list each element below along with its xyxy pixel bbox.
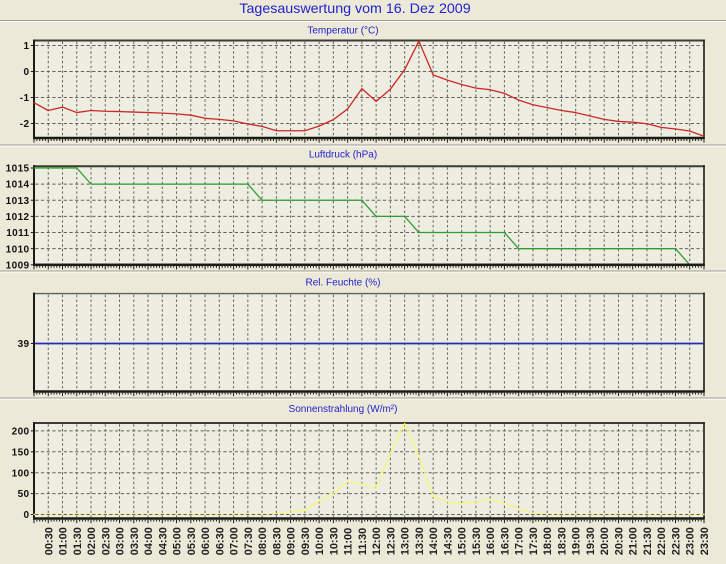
svg-text:11:30: 11:30 <box>357 528 369 556</box>
svg-text:Luftdruck (hPa): Luftdruck (hPa) <box>309 150 377 161</box>
svg-text:Rel. Feuchte (%): Rel. Feuchte (%) <box>305 278 380 289</box>
svg-text:20:00: 20:00 <box>599 527 611 555</box>
svg-text:20:30: 20:30 <box>613 527 625 555</box>
svg-text:Temperatur (°C): Temperatur (°C) <box>307 26 378 37</box>
svg-text:01:30: 01:30 <box>72 527 84 555</box>
svg-text:06:00: 06:00 <box>200 527 212 555</box>
svg-text:12:30: 12:30 <box>385 527 397 555</box>
svg-text:13:30: 13:30 <box>414 527 426 555</box>
svg-text:19:00: 19:00 <box>571 527 583 555</box>
svg-text:1011: 1011 <box>6 228 29 239</box>
svg-text:1015: 1015 <box>6 164 30 175</box>
svg-text:08:30: 08:30 <box>271 527 283 555</box>
svg-text:09:00: 09:00 <box>286 527 298 555</box>
svg-text:02:30: 02:30 <box>100 527 112 555</box>
svg-text:39: 39 <box>18 339 30 350</box>
svg-text:150: 150 <box>12 447 30 458</box>
svg-text:0: 0 <box>24 67 30 78</box>
svg-text:05:00: 05:00 <box>172 527 184 555</box>
svg-text:11:00: 11:00 <box>343 528 355 556</box>
svg-text:200: 200 <box>12 427 30 438</box>
svg-text:18:30: 18:30 <box>556 527 568 555</box>
svg-text:14:30: 14:30 <box>442 527 454 555</box>
svg-text:0: 0 <box>24 510 30 521</box>
svg-text:23:30: 23:30 <box>699 527 711 555</box>
svg-text:03:00: 03:00 <box>115 527 127 555</box>
svg-text:17:30: 17:30 <box>528 527 540 555</box>
svg-text:09:30: 09:30 <box>300 527 312 555</box>
svg-text:04:00: 04:00 <box>143 527 155 555</box>
svg-text:1010: 1010 <box>6 244 30 255</box>
svg-text:1: 1 <box>24 41 30 52</box>
svg-text:16:30: 16:30 <box>499 527 511 555</box>
svg-text:07:30: 07:30 <box>243 527 255 555</box>
svg-text:16:00: 16:00 <box>485 527 497 555</box>
svg-text:14:00: 14:00 <box>428 527 440 555</box>
svg-text:02:00: 02:00 <box>86 527 98 555</box>
svg-text:15:30: 15:30 <box>471 527 483 555</box>
svg-text:-1: -1 <box>20 93 30 104</box>
svg-text:23:00: 23:00 <box>685 527 697 555</box>
svg-text:06:30: 06:30 <box>214 527 226 555</box>
svg-text:21:00: 21:00 <box>628 527 640 555</box>
svg-text:03:30: 03:30 <box>129 527 141 555</box>
svg-text:10:30: 10:30 <box>328 527 340 555</box>
svg-text:Tagesauswertung vom 16. Dez 20: Tagesauswertung vom 16. Dez 2009 <box>239 1 470 17</box>
svg-text:1013: 1013 <box>6 196 30 207</box>
svg-text:10:00: 10:00 <box>314 527 326 555</box>
svg-text:17:00: 17:00 <box>514 527 526 555</box>
svg-text:04:30: 04:30 <box>157 527 169 555</box>
svg-text:18:00: 18:00 <box>542 527 554 555</box>
svg-text:07:00: 07:00 <box>229 527 241 555</box>
svg-text:22:30: 22:30 <box>670 527 682 555</box>
svg-text:01:00: 01:00 <box>58 527 70 555</box>
svg-text:21:30: 21:30 <box>642 527 654 555</box>
svg-text:50: 50 <box>18 489 30 500</box>
svg-text:Sonnenstrahlung (W/m²): Sonnenstrahlung (W/m²) <box>289 404 398 415</box>
svg-text:13:00: 13:00 <box>400 527 412 555</box>
svg-text:19:30: 19:30 <box>585 527 597 555</box>
svg-text:00:30: 00:30 <box>43 527 55 555</box>
svg-text:15:00: 15:00 <box>457 527 469 555</box>
svg-text:100: 100 <box>12 468 30 479</box>
svg-text:1012: 1012 <box>6 212 30 223</box>
svg-text:-2: -2 <box>20 119 30 130</box>
svg-text:1009: 1009 <box>6 260 30 271</box>
svg-text:22:00: 22:00 <box>656 527 668 555</box>
svg-text:08:00: 08:00 <box>257 527 269 555</box>
svg-text:12:00: 12:00 <box>371 527 383 555</box>
svg-text:1014: 1014 <box>6 180 30 191</box>
svg-text:05:30: 05:30 <box>186 527 198 555</box>
